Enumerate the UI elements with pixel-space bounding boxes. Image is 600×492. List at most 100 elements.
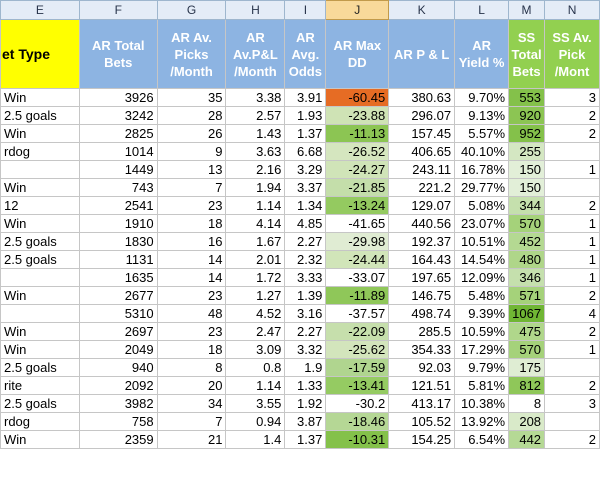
cell-ar-av-picks[interactable]: 16 — [156, 232, 227, 251]
cell-ar-avg-odds[interactable]: 1.9 — [284, 358, 327, 377]
cell-ar-av-pl[interactable]: 1.72 — [225, 268, 286, 287]
cell-ar-yield[interactable]: 40.10% — [454, 142, 510, 161]
cell-bet-type[interactable]: rdog — [0, 142, 80, 161]
cell-ar-yield[interactable]: 10.38% — [454, 394, 510, 413]
cell-ar-av-picks[interactable]: 23 — [156, 286, 227, 305]
cell-ar-max-dd[interactable]: -60.45 — [325, 88, 390, 107]
cell-ar-av-pl[interactable]: 1.27 — [225, 286, 286, 305]
cell-ar-av-pl[interactable]: 2.01 — [225, 250, 286, 269]
cell-ar-max-dd[interactable]: -33.07 — [325, 268, 390, 287]
cell-ss-total-bets[interactable]: 570 — [508, 340, 546, 359]
cell-ar-total-bets[interactable]: 2677 — [78, 286, 158, 305]
cell-ar-max-dd[interactable]: -21.85 — [325, 178, 390, 197]
cell-ar-max-dd[interactable]: -10.31 — [325, 430, 390, 449]
cell-ss-av-picks[interactable]: 4 — [544, 304, 600, 323]
cell-ar-av-picks[interactable]: 23 — [156, 196, 227, 215]
cell-ar-total-bets[interactable]: 1014 — [78, 142, 158, 161]
cell-ss-av-picks[interactable]: 1 — [544, 268, 600, 287]
cell-ar-avg-odds[interactable]: 3.16 — [284, 304, 327, 323]
cell-ar-avg-odds[interactable]: 2.32 — [284, 250, 327, 269]
cell-ar-total-bets[interactable]: 2825 — [78, 124, 158, 143]
cell-ss-av-picks[interactable]: 1 — [544, 250, 600, 269]
cell-ar-total-bets[interactable]: 2697 — [78, 322, 158, 341]
cell-bet-type[interactable]: rite — [0, 376, 80, 395]
cell-bet-type[interactable]: Win — [0, 340, 80, 359]
cell-ar-av-pl[interactable]: 4.52 — [225, 304, 286, 323]
cell-ar-total-bets[interactable]: 2049 — [78, 340, 158, 359]
cell-ar-total-bets[interactable]: 1449 — [78, 160, 158, 179]
cell-ar-yield[interactable]: 14.54% — [454, 250, 510, 269]
cell-ar-yield[interactable]: 5.57% — [454, 124, 510, 143]
column-letter-selected[interactable]: J — [325, 0, 390, 20]
cell-ar-pl[interactable]: 105.52 — [388, 412, 456, 431]
cell-ar-av-picks[interactable]: 26 — [156, 124, 227, 143]
cell-ar-pl[interactable]: 285.5 — [388, 322, 456, 341]
cell-ar-max-dd[interactable]: -26.52 — [325, 142, 390, 161]
cell-ar-max-dd[interactable]: -24.27 — [325, 160, 390, 179]
cell-bet-type[interactable] — [0, 268, 80, 287]
cell-ar-yield[interactable]: 5.48% — [454, 286, 510, 305]
cell-ar-pl[interactable]: 221.2 — [388, 178, 456, 197]
column-letter[interactable]: N — [544, 0, 600, 20]
cell-ss-total-bets[interactable]: 571 — [508, 286, 546, 305]
cell-ar-avg-odds[interactable]: 1.93 — [284, 106, 327, 125]
cell-ar-pl[interactable]: 406.65 — [388, 142, 456, 161]
cell-ar-max-dd[interactable]: -17.59 — [325, 358, 390, 377]
cell-ar-avg-odds[interactable]: 1.37 — [284, 124, 327, 143]
cell-ar-av-picks[interactable]: 23 — [156, 322, 227, 341]
cell-ar-av-pl[interactable]: 3.63 — [225, 142, 286, 161]
cell-ar-total-bets[interactable]: 1830 — [78, 232, 158, 251]
cell-ss-av-picks[interactable]: 2 — [544, 322, 600, 341]
cell-ar-total-bets[interactable]: 743 — [78, 178, 158, 197]
cell-ss-av-picks[interactable]: 2 — [544, 430, 600, 449]
cell-ar-max-dd[interactable]: -13.41 — [325, 376, 390, 395]
header-cell-ss-av-picks[interactable]: SS Av. Pick /Mont — [544, 19, 600, 89]
header-cell-bet-type[interactable]: et Type — [0, 19, 80, 89]
column-letter[interactable]: H — [225, 0, 286, 20]
header-cell-ar-total-bets[interactable]: AR Total Bets — [78, 19, 158, 89]
header-cell-ar-yield[interactable]: AR Yield % — [454, 19, 510, 89]
cell-ss-total-bets[interactable]: 255 — [508, 142, 546, 161]
cell-ss-total-bets[interactable]: 150 — [508, 178, 546, 197]
cell-ar-av-picks[interactable]: 35 — [156, 88, 227, 107]
cell-ar-total-bets[interactable]: 1910 — [78, 214, 158, 233]
cell-ar-av-pl[interactable]: 2.16 — [225, 160, 286, 179]
cell-ss-total-bets[interactable]: 475 — [508, 322, 546, 341]
cell-ar-avg-odds[interactable]: 3.33 — [284, 268, 327, 287]
cell-ar-av-pl[interactable]: 1.94 — [225, 178, 286, 197]
cell-ar-av-pl[interactable]: 0.94 — [225, 412, 286, 431]
cell-ar-av-picks[interactable]: 9 — [156, 142, 227, 161]
cell-ar-pl[interactable]: 498.74 — [388, 304, 456, 323]
cell-ar-yield[interactable]: 23.07% — [454, 214, 510, 233]
cell-ar-max-dd[interactable]: -41.65 — [325, 214, 390, 233]
cell-ar-max-dd[interactable]: -29.98 — [325, 232, 390, 251]
column-letter[interactable]: E — [0, 0, 80, 20]
cell-ar-total-bets[interactable]: 1635 — [78, 268, 158, 287]
cell-ar-av-pl[interactable]: 2.57 — [225, 106, 286, 125]
cell-ar-av-picks[interactable]: 18 — [156, 214, 227, 233]
cell-ar-total-bets[interactable]: 940 — [78, 358, 158, 377]
cell-ar-avg-odds[interactable]: 3.37 — [284, 178, 327, 197]
cell-ar-avg-odds[interactable]: 2.27 — [284, 322, 327, 341]
cell-bet-type[interactable]: Win — [0, 88, 80, 107]
cell-ar-pl[interactable]: 243.11 — [388, 160, 456, 179]
cell-ar-av-picks[interactable]: 18 — [156, 340, 227, 359]
cell-bet-type[interactable]: Win — [0, 214, 80, 233]
cell-ar-avg-odds[interactable]: 2.27 — [284, 232, 327, 251]
cell-ar-pl[interactable]: 154.25 — [388, 430, 456, 449]
cell-ar-pl[interactable]: 380.63 — [388, 88, 456, 107]
cell-ar-av-picks[interactable]: 7 — [156, 178, 227, 197]
cell-ar-av-pl[interactable]: 3.09 — [225, 340, 286, 359]
cell-ar-avg-odds[interactable]: 4.85 — [284, 214, 327, 233]
cell-bet-type[interactable]: rdog — [0, 412, 80, 431]
cell-ss-total-bets[interactable]: 480 — [508, 250, 546, 269]
cell-ss-av-picks[interactable]: 2 — [544, 196, 600, 215]
cell-ar-av-pl[interactable]: 2.47 — [225, 322, 286, 341]
cell-ss-av-picks[interactable]: 1 — [544, 160, 600, 179]
cell-bet-type[interactable]: 2.5 goals — [0, 394, 80, 413]
cell-ar-total-bets[interactable]: 3242 — [78, 106, 158, 125]
cell-ar-max-dd[interactable]: -18.46 — [325, 412, 390, 431]
column-letter[interactable]: L — [454, 0, 510, 20]
cell-ar-av-pl[interactable]: 0.8 — [225, 358, 286, 377]
cell-ar-avg-odds[interactable]: 1.37 — [284, 430, 327, 449]
